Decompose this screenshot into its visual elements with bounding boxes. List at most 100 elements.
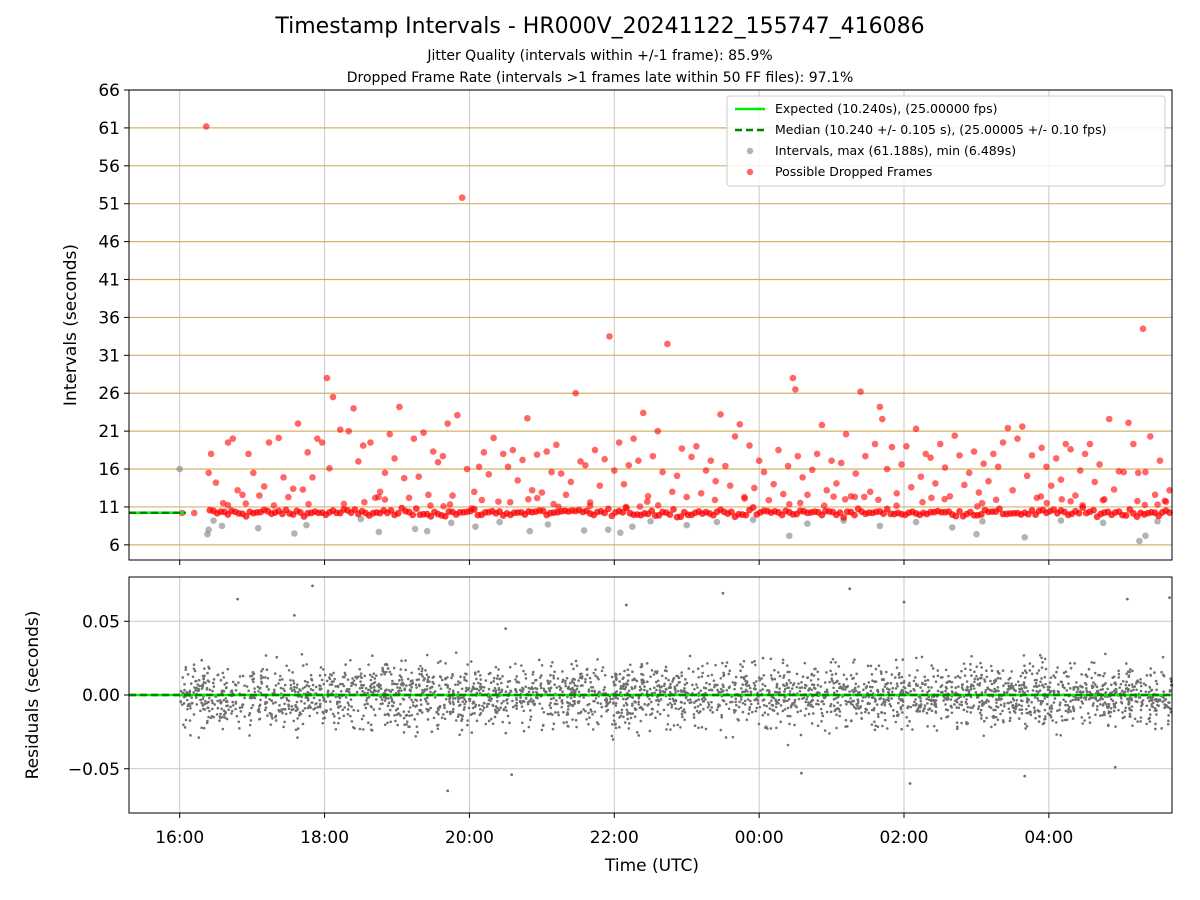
residual-point — [334, 727, 338, 731]
residual-point — [496, 699, 499, 703]
residual-point — [793, 700, 797, 704]
interval-point — [1057, 517, 1065, 524]
residual-point — [456, 683, 460, 686]
dropped-frame-point — [314, 435, 321, 443]
residual-point — [944, 685, 948, 689]
residual-points — [178, 584, 1174, 793]
dropped-frame-point — [485, 471, 493, 478]
residual-point — [983, 719, 986, 723]
residual-point — [668, 697, 672, 701]
residual-point — [788, 722, 791, 726]
residual-point — [409, 689, 412, 693]
dropped-frame-point — [1057, 476, 1065, 483]
near-baseline-point — [1058, 496, 1066, 503]
residual-point — [216, 706, 220, 710]
residual-point — [1094, 696, 1097, 699]
residual-point — [644, 713, 648, 716]
residual-point — [208, 709, 211, 713]
residual-point — [531, 673, 535, 676]
residual-point — [852, 705, 856, 709]
dropped-frame-point — [454, 411, 461, 419]
residual-point — [1130, 709, 1133, 712]
residual-point — [463, 675, 466, 679]
residual-point — [812, 683, 816, 687]
dropped-frame-point — [519, 456, 526, 464]
residual-point — [414, 735, 418, 738]
residual-point — [740, 687, 743, 690]
residual-point — [498, 708, 501, 712]
residual-point — [226, 667, 230, 671]
residual-point — [1058, 708, 1061, 712]
residual-point — [1029, 710, 1032, 714]
residual-point — [369, 704, 373, 708]
residual-point — [679, 706, 683, 710]
residual-point — [898, 676, 901, 679]
residual-point — [1112, 709, 1116, 713]
residual-point — [477, 681, 480, 685]
residual-point — [996, 718, 1000, 722]
interval-point — [683, 521, 691, 529]
residual-point — [790, 687, 794, 690]
dropped-frame-point — [528, 486, 536, 494]
residual-point — [599, 702, 603, 705]
residual-point — [916, 707, 920, 711]
residual-point — [515, 680, 519, 683]
residual-point — [823, 696, 826, 700]
dropped-frame-point — [917, 473, 925, 480]
residual-point — [869, 664, 873, 668]
residual-point — [783, 687, 787, 691]
residual-point — [479, 678, 483, 681]
near-baseline-point — [644, 498, 651, 505]
residual-point — [514, 662, 517, 666]
y-tick-label: 66 — [98, 81, 120, 101]
residual-point — [683, 711, 687, 714]
residual-point — [514, 704, 517, 707]
residual-point — [542, 687, 546, 691]
residual-point — [537, 658, 541, 662]
dropped-frame-point — [792, 386, 799, 393]
residual-point — [1066, 710, 1070, 714]
residual-point — [451, 700, 455, 704]
residual-point — [1053, 676, 1057, 679]
residual-point — [366, 691, 370, 695]
residual-point — [207, 715, 210, 719]
residual-point — [223, 716, 227, 719]
residual-point — [913, 676, 917, 679]
residual-point — [1037, 715, 1041, 718]
residual-point — [210, 707, 214, 711]
residual-point — [243, 684, 246, 687]
residual-point — [508, 665, 512, 669]
residual-point — [1052, 689, 1056, 693]
residual-point — [782, 674, 786, 677]
residual-point — [742, 659, 746, 663]
residual-point — [1108, 714, 1112, 718]
residual-point — [271, 702, 275, 705]
residual-point — [627, 727, 631, 730]
dropped-frame-point — [329, 393, 337, 401]
residual-point — [1048, 706, 1052, 709]
residual-point — [492, 680, 495, 683]
residual-point — [652, 673, 656, 676]
residual-point — [256, 685, 260, 689]
residual-point — [386, 721, 389, 725]
residual-point — [930, 698, 933, 701]
residual-point — [901, 704, 905, 707]
residual-point — [741, 701, 745, 705]
residual-point — [990, 669, 994, 673]
residual-point — [999, 712, 1002, 716]
residual-point — [618, 725, 621, 729]
residual-point — [378, 684, 382, 688]
residual-point — [1072, 686, 1075, 689]
residual-point — [825, 688, 829, 692]
residual-point — [867, 681, 871, 684]
residual-point — [399, 668, 403, 671]
residual-point — [1044, 715, 1047, 718]
dropped-frame-point — [1115, 468, 1123, 475]
interval-point — [1154, 518, 1161, 525]
residual-point — [885, 727, 889, 730]
residual-point — [633, 715, 637, 718]
residual-point — [962, 662, 966, 665]
residual-point — [902, 681, 906, 684]
residual-point — [521, 699, 525, 703]
